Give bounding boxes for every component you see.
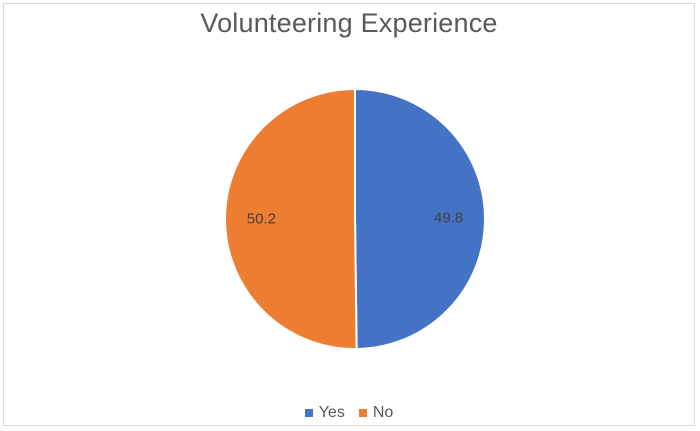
chart-title: Volunteering Experience [200, 8, 498, 38]
legend-item-yes[interactable]: Yes [304, 404, 345, 422]
legend-swatch-no [358, 409, 367, 417]
pie-slice-yes[interactable] [354, 87, 486, 351]
data-label-no: 50.2 [247, 211, 276, 228]
legend: Yes No [4, 404, 694, 422]
chart-frame: Volunteering Experience 49.8 50.2 Yes No [3, 3, 695, 426]
legend-label-no: No [372, 404, 394, 421]
pie-chart: 49.8 50.2 [224, 87, 486, 351]
pie-labels: 49.8 50.2 [247, 209, 463, 227]
legend-swatch-yes [304, 409, 313, 417]
pie-slice-no[interactable] [224, 87, 358, 350]
legend-label-yes: Yes [318, 404, 345, 421]
pie-slices [224, 87, 486, 351]
data-label-yes: 49.8 [434, 209, 463, 226]
legend-item-no[interactable]: No [358, 404, 394, 422]
